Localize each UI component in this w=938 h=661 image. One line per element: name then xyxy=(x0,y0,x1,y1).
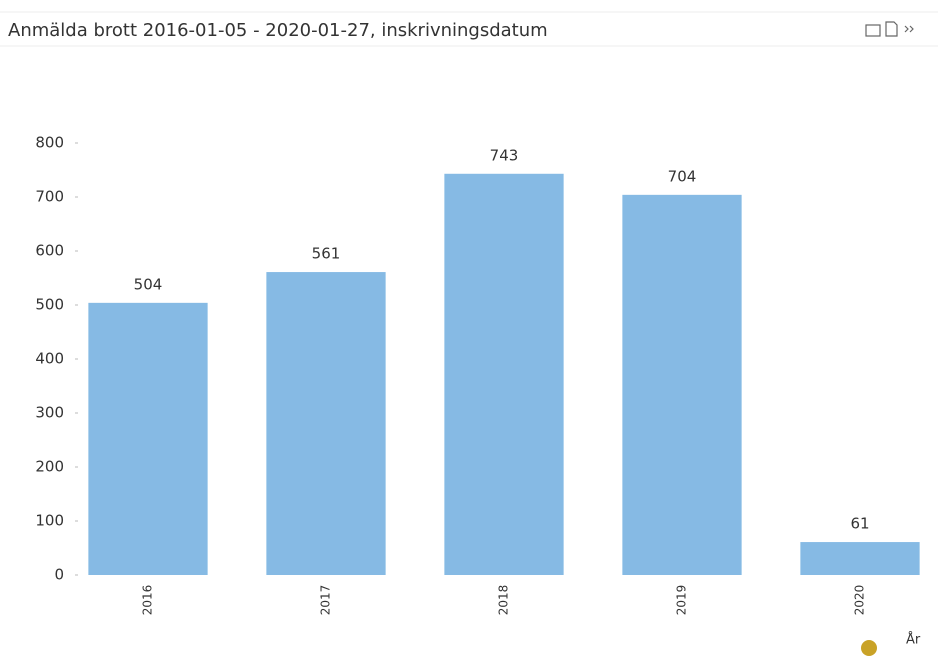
bar xyxy=(444,173,564,575)
gear[interactable] xyxy=(861,640,877,656)
x-tick-label: 2020 xyxy=(853,585,867,616)
y-tick-label: 300 xyxy=(35,404,64,422)
data-label: 561 xyxy=(312,245,341,263)
data-label: 61 xyxy=(850,515,869,533)
bar xyxy=(622,194,742,575)
x-tick-label: 2019 xyxy=(675,585,689,616)
y-tick-label: 0 xyxy=(54,566,64,584)
print-icon[interactable] xyxy=(865,24,881,37)
bar xyxy=(88,302,208,575)
bar xyxy=(800,542,920,575)
x-axis-title: År xyxy=(906,632,921,648)
y-tick-label: 100 xyxy=(35,512,64,530)
x-tick-label: 2018 xyxy=(497,585,511,616)
export-icon[interactable] xyxy=(885,21,898,37)
data-label: 504 xyxy=(134,275,163,293)
toolbar-icons[interactable] xyxy=(865,21,914,37)
more-icon[interactable] xyxy=(904,25,914,33)
y-tick-label: 200 xyxy=(35,458,64,476)
y-tick-label: 700 xyxy=(35,188,64,206)
data-label: 704 xyxy=(668,167,697,185)
y-tick-label: 400 xyxy=(35,350,64,368)
x-tick-label: 2016 xyxy=(141,585,155,616)
y-tick-label: 500 xyxy=(35,296,64,314)
chart-title: Anmälda brott 2016-01-05 - 2020-01-27, i… xyxy=(8,20,548,41)
y-tick-label: 800 xyxy=(35,134,64,152)
data-label: 743 xyxy=(490,146,519,164)
settings-icon[interactable] xyxy=(861,640,877,656)
bar xyxy=(266,272,386,575)
x-tick-label: 2017 xyxy=(319,585,333,616)
y-tick-label: 600 xyxy=(35,242,64,260)
